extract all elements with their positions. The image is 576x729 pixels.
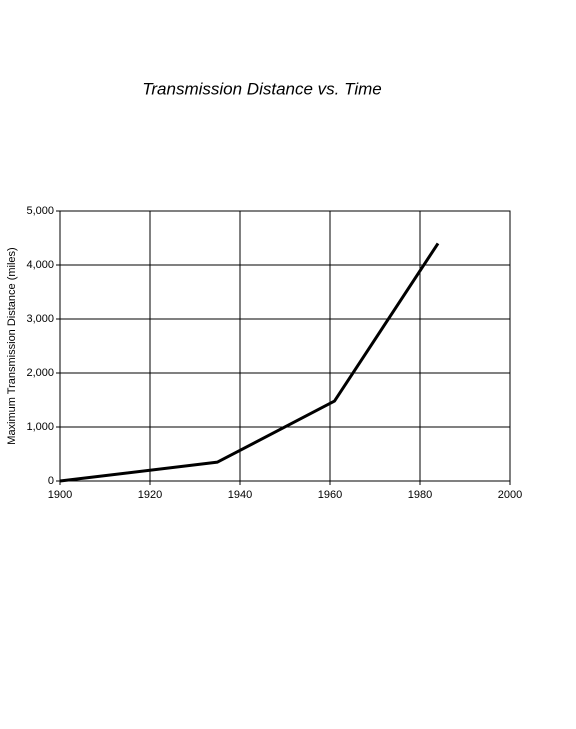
x-tick-label: 1980 bbox=[408, 489, 432, 501]
y-tick-label: 0 bbox=[48, 475, 54, 487]
y-tick-label: 4,000 bbox=[26, 259, 54, 271]
x-tick-label: 1900 bbox=[48, 489, 72, 501]
y-tick-label: 1,000 bbox=[26, 421, 54, 433]
x-tick-label: 1940 bbox=[228, 489, 252, 501]
x-tick-label: 1960 bbox=[318, 489, 342, 501]
chart-title: Transmission Distance vs. Time bbox=[142, 79, 381, 98]
data-line bbox=[59, 242, 440, 483]
x-tick-label: 2000 bbox=[498, 489, 522, 501]
y-axis-label: Maximum Transmission Distance (miles) bbox=[6, 247, 18, 444]
y-tick-label: 2,000 bbox=[26, 367, 54, 379]
y-tick-label: 5,000 bbox=[26, 205, 54, 217]
y-tick-label: 3,000 bbox=[26, 313, 54, 325]
x-tick-label: 1920 bbox=[138, 489, 162, 501]
